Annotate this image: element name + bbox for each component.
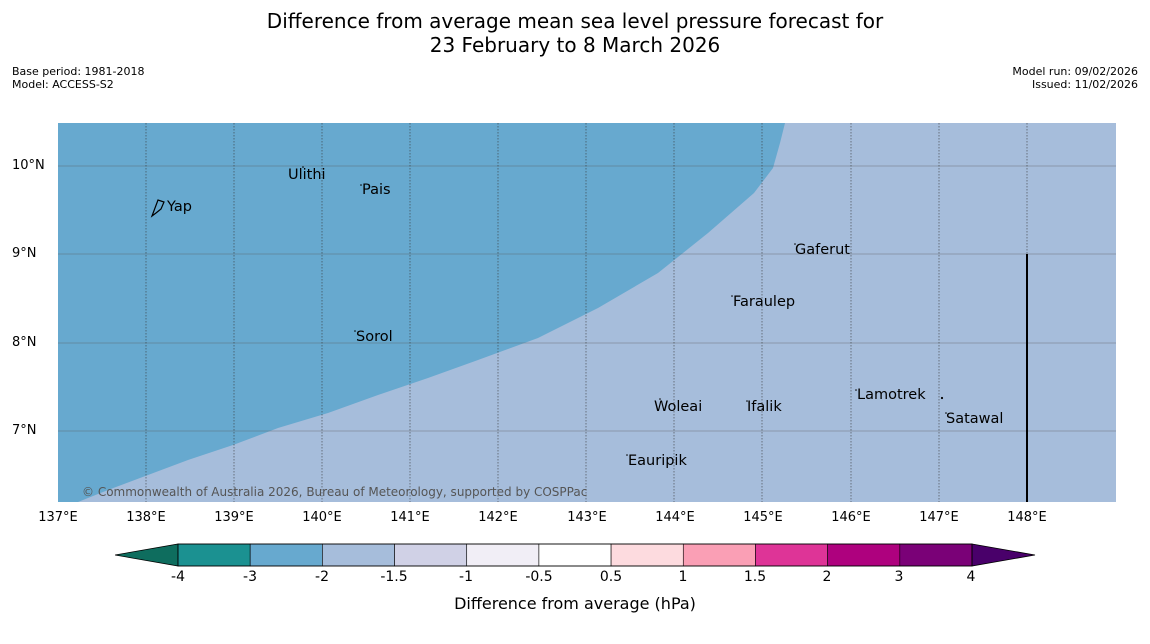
colorbar-segment-4: [466, 543, 540, 567]
colorbar-segment-5: [538, 543, 612, 567]
cb-tick-5: -0.5: [525, 569, 553, 585]
cb-tick-4: -1: [459, 569, 473, 585]
title-line-2: 23 February to 8 March 2026: [429, 33, 721, 57]
colorbar-label: Difference from average (hPa): [454, 594, 696, 613]
lon-label-137e: 137°E: [38, 510, 78, 525]
meta-left: Base period: 1981-2018 Model: ACCESS-S2: [12, 65, 144, 91]
yap-island-shape: [150, 199, 165, 218]
cb-tick-2: -2: [315, 569, 329, 585]
lat-label-8n: 8°N: [12, 335, 37, 350]
place-lamotrek: Lamotrek: [857, 387, 926, 403]
place-ifalik: Ifalik: [747, 399, 782, 415]
map-title: Difference from average mean sea level p…: [0, 9, 1150, 57]
colorbar-segment-3: [394, 543, 468, 567]
place-pais: Pais: [362, 182, 391, 198]
lon-label-148e: 148°E: [1007, 510, 1047, 525]
place-gaferut: Gaferut: [795, 242, 850, 258]
lon-label-141e: 141°E: [390, 510, 430, 525]
lon-label-139e: 139°E: [214, 510, 254, 525]
model-run: Model run: 09/02/2026: [1012, 65, 1138, 78]
pressure-map: [58, 123, 1116, 502]
dark-region: [58, 123, 785, 502]
lon-label-140e: 140°E: [302, 510, 342, 525]
lon-label-145e: 145°E: [743, 510, 783, 525]
place-ulithi: Ulithi: [288, 167, 326, 183]
lon-label-146e: 146°E: [831, 510, 871, 525]
cb-tick-3: -1.5: [380, 569, 408, 585]
lon-label-143e: 143°E: [567, 510, 607, 525]
lon-label-142e: 142°E: [478, 510, 518, 525]
model-name: Model: ACCESS-S2: [12, 78, 114, 91]
colorbar: [115, 543, 1036, 567]
place-yap: Yap: [167, 199, 192, 215]
island-marks: [150, 166, 947, 456]
place-eauripik: Eauripik: [628, 453, 687, 469]
meta-right: Model run: 09/02/2026 Issued: 11/02/2026: [1012, 65, 1138, 91]
lat-label-9n: 9°N: [12, 246, 37, 261]
colorbar-segment-7: [682, 543, 756, 567]
colorbar-segment-2: [322, 543, 395, 567]
lat-label-7n: 7°N: [12, 423, 37, 438]
title-line-1: Difference from average mean sea level p…: [266, 9, 884, 33]
lon-gridlines: [145, 123, 1028, 502]
colorbar-low-extension: [115, 543, 179, 567]
cb-tick-9: 2: [822, 569, 832, 585]
place-faraulep: Faraulep: [733, 294, 796, 310]
lat-label-10n: 10°N: [12, 158, 45, 173]
cb-tick-11: 4: [966, 569, 976, 585]
lon-label-147e: 147°E: [919, 510, 959, 525]
place-satawal: Satawal: [946, 411, 1004, 427]
lon-label-138e: 138°E: [126, 510, 166, 525]
cb-tick-6: 0.5: [599, 569, 623, 585]
colorbar-high-extension: [971, 543, 1036, 567]
colorbar-segment-10: [899, 543, 973, 567]
issued-date: Issued: 11/02/2026: [1031, 78, 1138, 91]
colorbar-segment-8: [755, 543, 828, 567]
base-period: Base period: 1981-2018: [12, 65, 145, 78]
place-woleai: Woleai: [654, 399, 703, 415]
cb-tick-10: 3: [894, 569, 904, 585]
colorbar-segment-6: [610, 543, 684, 567]
colorbar-segment-1: [249, 543, 323, 567]
lon-label-144e: 144°E: [655, 510, 695, 525]
cb-tick-1: -3: [243, 569, 257, 585]
colorbar-segments: [177, 543, 973, 567]
copyright-notice: © Commonwealth of Australia 2026, Bureau…: [82, 485, 588, 499]
place-sorol: Sorol: [356, 329, 393, 345]
colorbar-segment-9: [827, 543, 901, 567]
cb-tick-0: -4: [171, 569, 185, 585]
cb-tick-7: 1: [678, 569, 688, 585]
cb-tick-8: 1.5: [743, 569, 767, 585]
colorbar-segment-0: [177, 543, 251, 567]
